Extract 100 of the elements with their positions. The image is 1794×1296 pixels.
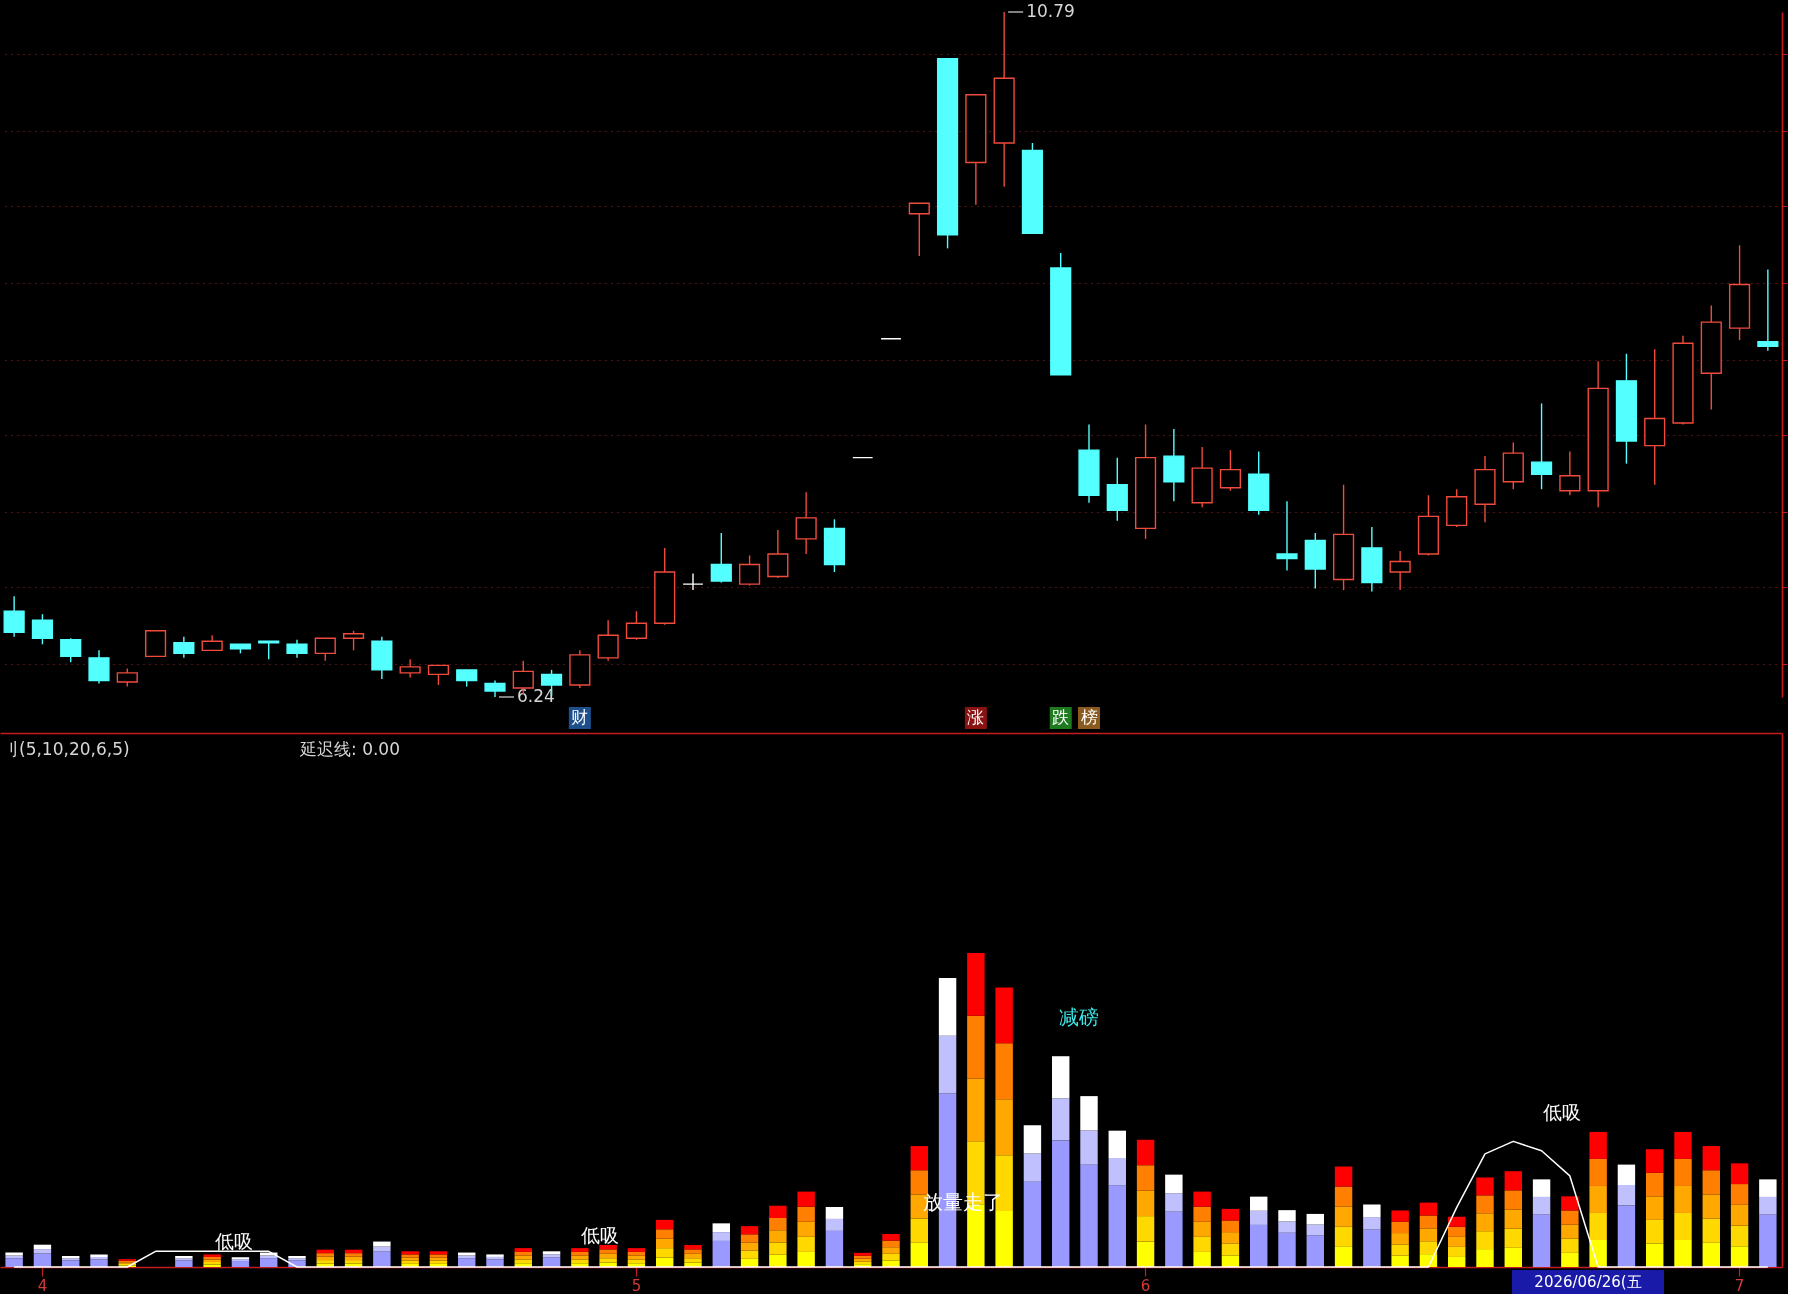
- bar: [882, 1240, 900, 1248]
- bar: [1448, 1256, 1466, 1267]
- bar: [1193, 1251, 1211, 1267]
- bar: [882, 1234, 900, 1241]
- bar: [1391, 1244, 1409, 1256]
- bar: [882, 1253, 900, 1261]
- bar: [1391, 1221, 1409, 1234]
- candlestick: [399, 658, 421, 679]
- bar: [1306, 1235, 1324, 1267]
- candlestick: [1559, 450, 1581, 496]
- bar: [599, 1253, 617, 1259]
- candlestick: [116, 667, 138, 688]
- candlestick: [908, 202, 930, 257]
- bar: [712, 1240, 730, 1267]
- text: 延迟线: 0.00: [299, 739, 400, 759]
- bar: [1504, 1171, 1522, 1191]
- bar: [1617, 1185, 1636, 1206]
- x-tick-label: 6: [1140, 1276, 1151, 1295]
- bar: [1108, 1130, 1126, 1158]
- x-tick-label: 4: [37, 1276, 48, 1295]
- bar: [1589, 1158, 1607, 1186]
- bar: [1419, 1215, 1438, 1229]
- bar: [316, 1253, 334, 1257]
- bar: [1250, 1224, 1268, 1267]
- bar: [571, 1248, 589, 1252]
- text: 财: [571, 707, 589, 727]
- bar: [910, 1146, 928, 1171]
- bar: [740, 1250, 759, 1259]
- candlestick: [767, 529, 789, 579]
- bar: [599, 1245, 617, 1250]
- annotation: 10.79: [1026, 1, 1075, 21]
- chart-title: 刂(5,10,20,6,5): [2, 739, 130, 759]
- bar: [1023, 1125, 1042, 1154]
- bar: [627, 1259, 646, 1264]
- bar: [910, 1170, 928, 1195]
- bar: [1363, 1229, 1381, 1267]
- bar: [797, 1251, 815, 1267]
- bar: [5, 1258, 23, 1267]
- bar: [1646, 1149, 1664, 1173]
- bar: [1108, 1158, 1126, 1186]
- bar: [1674, 1158, 1692, 1186]
- candlestick: [710, 532, 732, 584]
- bar: [1221, 1220, 1240, 1233]
- bar: [995, 987, 1013, 1044]
- bar: [1136, 1139, 1155, 1166]
- bar: [33, 1253, 52, 1267]
- bar: [1448, 1236, 1466, 1247]
- bar: [684, 1249, 702, 1254]
- bar: [740, 1242, 759, 1251]
- bar: [1334, 1166, 1353, 1187]
- bar: [627, 1248, 646, 1252]
- bar: [740, 1226, 759, 1235]
- bar: [1476, 1213, 1494, 1232]
- bar: [1561, 1210, 1579, 1225]
- bar: [1702, 1170, 1720, 1195]
- bar: [1278, 1210, 1296, 1222]
- candlestick: [1219, 449, 1242, 492]
- bar: [1391, 1233, 1409, 1245]
- bar: [1278, 1221, 1296, 1233]
- bar: [1730, 1184, 1749, 1205]
- bar: [1136, 1241, 1155, 1267]
- bar: [1589, 1212, 1607, 1240]
- text: 涨: [967, 707, 985, 727]
- bar: [1306, 1224, 1324, 1236]
- bar: [684, 1253, 702, 1259]
- bar: [1080, 1164, 1098, 1267]
- bar: [1532, 1179, 1551, 1197]
- bar: [1504, 1190, 1522, 1210]
- bar: [514, 1259, 532, 1264]
- bar: [599, 1249, 617, 1254]
- bar: [175, 1260, 193, 1267]
- candlestick: [342, 630, 365, 652]
- bar: [1702, 1218, 1720, 1243]
- text: 榜: [1080, 707, 1098, 727]
- bar: [1674, 1212, 1692, 1240]
- bar: [373, 1251, 391, 1267]
- text: 跌: [1052, 707, 1070, 727]
- bar: [1561, 1238, 1579, 1253]
- candlestick: [60, 637, 82, 664]
- bar: [1023, 1153, 1042, 1182]
- bar: [1617, 1164, 1636, 1186]
- bar: [967, 1015, 985, 1079]
- bar: [1532, 1214, 1551, 1267]
- bar: [769, 1230, 787, 1243]
- bar: [1391, 1255, 1409, 1267]
- bar: [1448, 1226, 1466, 1237]
- bar: [1702, 1146, 1720, 1171]
- bar: [1448, 1216, 1466, 1227]
- bar: [571, 1259, 589, 1264]
- candlestick: [3, 595, 25, 638]
- bar: [995, 1211, 1013, 1267]
- bar: [1504, 1247, 1522, 1267]
- candlestick: [682, 572, 704, 591]
- bar: [797, 1191, 815, 1207]
- bar: [1391, 1210, 1409, 1222]
- candlestick: [173, 636, 195, 659]
- bar: [1193, 1206, 1211, 1222]
- bar: [373, 1246, 391, 1252]
- bar: [769, 1254, 787, 1267]
- bar: [344, 1253, 363, 1257]
